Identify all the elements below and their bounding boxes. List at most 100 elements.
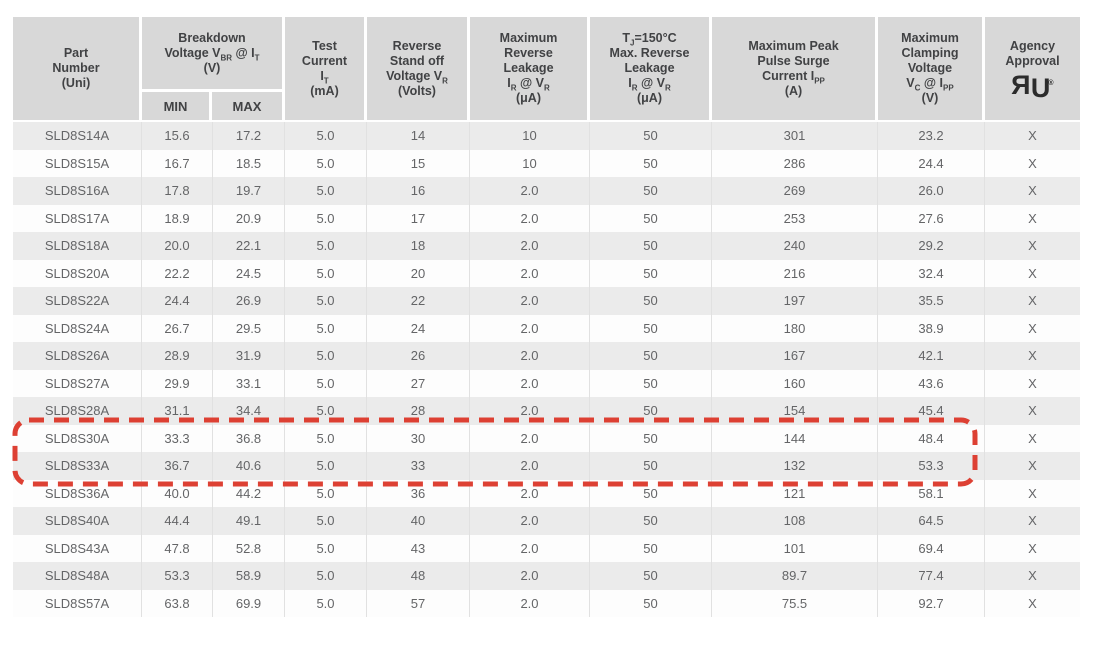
cell-min: 22.2 — [142, 259, 213, 287]
cell-surge: 253 — [712, 204, 878, 232]
cell-tj-leakage: 50 — [590, 177, 712, 205]
ul-recognized-mark-icon: RU® — [1013, 70, 1053, 103]
cell-min: 15.6 — [142, 122, 213, 150]
cell-part: SLD8S40A — [13, 507, 142, 535]
cell-max: 22.1 — [213, 232, 285, 260]
table-row: SLD8S26A 28.9 31.9 5.0 26 2.0 50 167 42.1 X — [13, 342, 1080, 370]
cell-max: 29.5 — [213, 314, 285, 342]
cell-min: 17.8 — [142, 177, 213, 205]
cell-min: 47.8 — [142, 534, 213, 562]
cell-max: 44.2 — [213, 479, 285, 507]
cell-clamping: 53.3 — [878, 452, 985, 480]
cell-standoff: 16 — [367, 177, 470, 205]
cell-max: 40.6 — [213, 452, 285, 480]
cell-standoff: 14 — [367, 122, 470, 150]
cell-part: SLD8S17A — [13, 204, 142, 232]
cell-clamping: 24.4 — [878, 149, 985, 177]
cell-max: 58.9 — [213, 562, 285, 590]
cell-leakage: 2.0 — [470, 259, 590, 287]
cell-part: SLD8S36A — [13, 479, 142, 507]
cell-clamping: 77.4 — [878, 562, 985, 590]
cell-max: 49.1 — [213, 507, 285, 535]
table-row: SLD8S14A 15.6 17.2 5.0 14 10 50 301 23.2 X — [13, 122, 1080, 150]
cell-tj-leakage: 50 — [590, 122, 712, 150]
cell-surge: 160 — [712, 369, 878, 397]
cell-test: 5.0 — [285, 314, 367, 342]
cell-agency: X — [1028, 128, 1037, 143]
cell-part: SLD8S33A — [13, 452, 142, 480]
cell-leakage: 2.0 — [470, 424, 590, 452]
cell-clamping: 43.6 — [878, 369, 985, 397]
cell-standoff: 26 — [367, 342, 470, 370]
cell-clamping: 58.1 — [878, 479, 985, 507]
cell-clamping: 48.4 — [878, 424, 985, 452]
header-min: MIN — [142, 92, 212, 120]
cell-tj-leakage: 50 — [590, 232, 712, 260]
cell-min: 26.7 — [142, 314, 213, 342]
cell-agency: X — [1028, 155, 1037, 171]
cell-standoff: 15 — [367, 149, 470, 177]
cell-standoff: 36 — [367, 479, 470, 507]
header-tj-leakage: TJ=150°C Max. Reverse Leakage IR @ VR (μA) — [590, 17, 712, 120]
cell-test: 5.0 — [285, 452, 367, 480]
table-row: SLD8S36A 40.0 44.2 5.0 36 2.0 50 121 58.1 X — [13, 479, 1080, 507]
table-row: SLD8S17A 18.9 20.9 5.0 17 2.0 50 253 27.6 X — [13, 204, 1080, 232]
cell-clamping: 69.4 — [878, 534, 985, 562]
cell-tj-leakage: 50 — [590, 204, 712, 232]
table-body: SLD8S14A 15.6 17.2 5.0 14 10 50 301 23.2 X SLD8S15… — [13, 122, 1080, 617]
cell-leakage: 2.0 — [470, 562, 590, 590]
cell-agency: X — [1028, 183, 1037, 198]
header-surge: Maximum Peak Pulse Surge Current IPP (A) — [712, 17, 878, 120]
cell-tj-leakage: 50 — [590, 314, 712, 342]
table-row: SLD8S57A 63.8 69.9 5.0 57 2.0 50 75.5 92.7 X — [13, 589, 1080, 617]
cell-surge: 144 — [712, 424, 878, 452]
cell-leakage: 2.0 — [470, 232, 590, 260]
cell-part: SLD8S27A — [13, 369, 142, 397]
cell-tj-leakage: 50 — [590, 259, 712, 287]
cell-max: 17.2 — [213, 122, 285, 150]
cell-part: SLD8S43A — [13, 534, 142, 562]
cell-agency: X — [1028, 348, 1037, 363]
cell-part: SLD8S48A — [13, 562, 142, 590]
cell-agency: X — [1028, 540, 1037, 556]
cell-standoff: 48 — [367, 562, 470, 590]
cell-tj-leakage: 50 — [590, 507, 712, 535]
cell-test: 5.0 — [285, 507, 367, 535]
cell-standoff: 43 — [367, 534, 470, 562]
table-row: SLD8S43A 47.8 52.8 5.0 43 2.0 50 101 69.4 X — [13, 534, 1080, 562]
cell-max: 31.9 — [213, 342, 285, 370]
cell-leakage: 2.0 — [470, 369, 590, 397]
table-row: SLD8S15A 16.7 18.5 5.0 15 10 50 286 24.4 X — [13, 149, 1080, 177]
cell-part: SLD8S24A — [13, 314, 142, 342]
cell-min: 16.7 — [142, 149, 213, 177]
cell-agency: X — [1028, 238, 1037, 253]
cell-test: 5.0 — [285, 424, 367, 452]
cell-agency: X — [1028, 568, 1037, 583]
cell-leakage: 2.0 — [470, 507, 590, 535]
cell-standoff: 33 — [367, 452, 470, 480]
cell-test: 5.0 — [285, 122, 367, 150]
cell-min: 29.9 — [142, 369, 213, 397]
cell-part: SLD8S14A — [13, 122, 142, 150]
table-row: SLD8S33A 36.7 40.6 5.0 33 2.0 50 132 53.3 X — [13, 452, 1080, 480]
cell-agency: X — [1028, 485, 1037, 501]
cell-min: 28.9 — [142, 342, 213, 370]
cell-min: 63.8 — [142, 589, 213, 617]
cell-min: 24.4 — [142, 287, 213, 315]
cell-test: 5.0 — [285, 479, 367, 507]
cell-agency: X — [1028, 293, 1037, 308]
cell-leakage: 10 — [470, 149, 590, 177]
cell-leakage: 2.0 — [470, 287, 590, 315]
cell-max: 52.8 — [213, 534, 285, 562]
header-breakdown: Breakdown Voltage VBR @ IT (V) MIN MAX — [142, 17, 285, 120]
cell-min: 31.1 — [142, 397, 213, 425]
cell-surge: 197 — [712, 287, 878, 315]
cell-test: 5.0 — [285, 369, 367, 397]
cell-leakage: 2.0 — [470, 204, 590, 232]
cell-min: 18.9 — [142, 204, 213, 232]
cell-surge: 240 — [712, 232, 878, 260]
cell-min: 33.3 — [142, 424, 213, 452]
cell-max: 20.9 — [213, 204, 285, 232]
cell-part: SLD8S26A — [13, 342, 142, 370]
table-row: SLD8S20A 22.2 24.5 5.0 20 2.0 50 216 32.4 X — [13, 259, 1080, 287]
